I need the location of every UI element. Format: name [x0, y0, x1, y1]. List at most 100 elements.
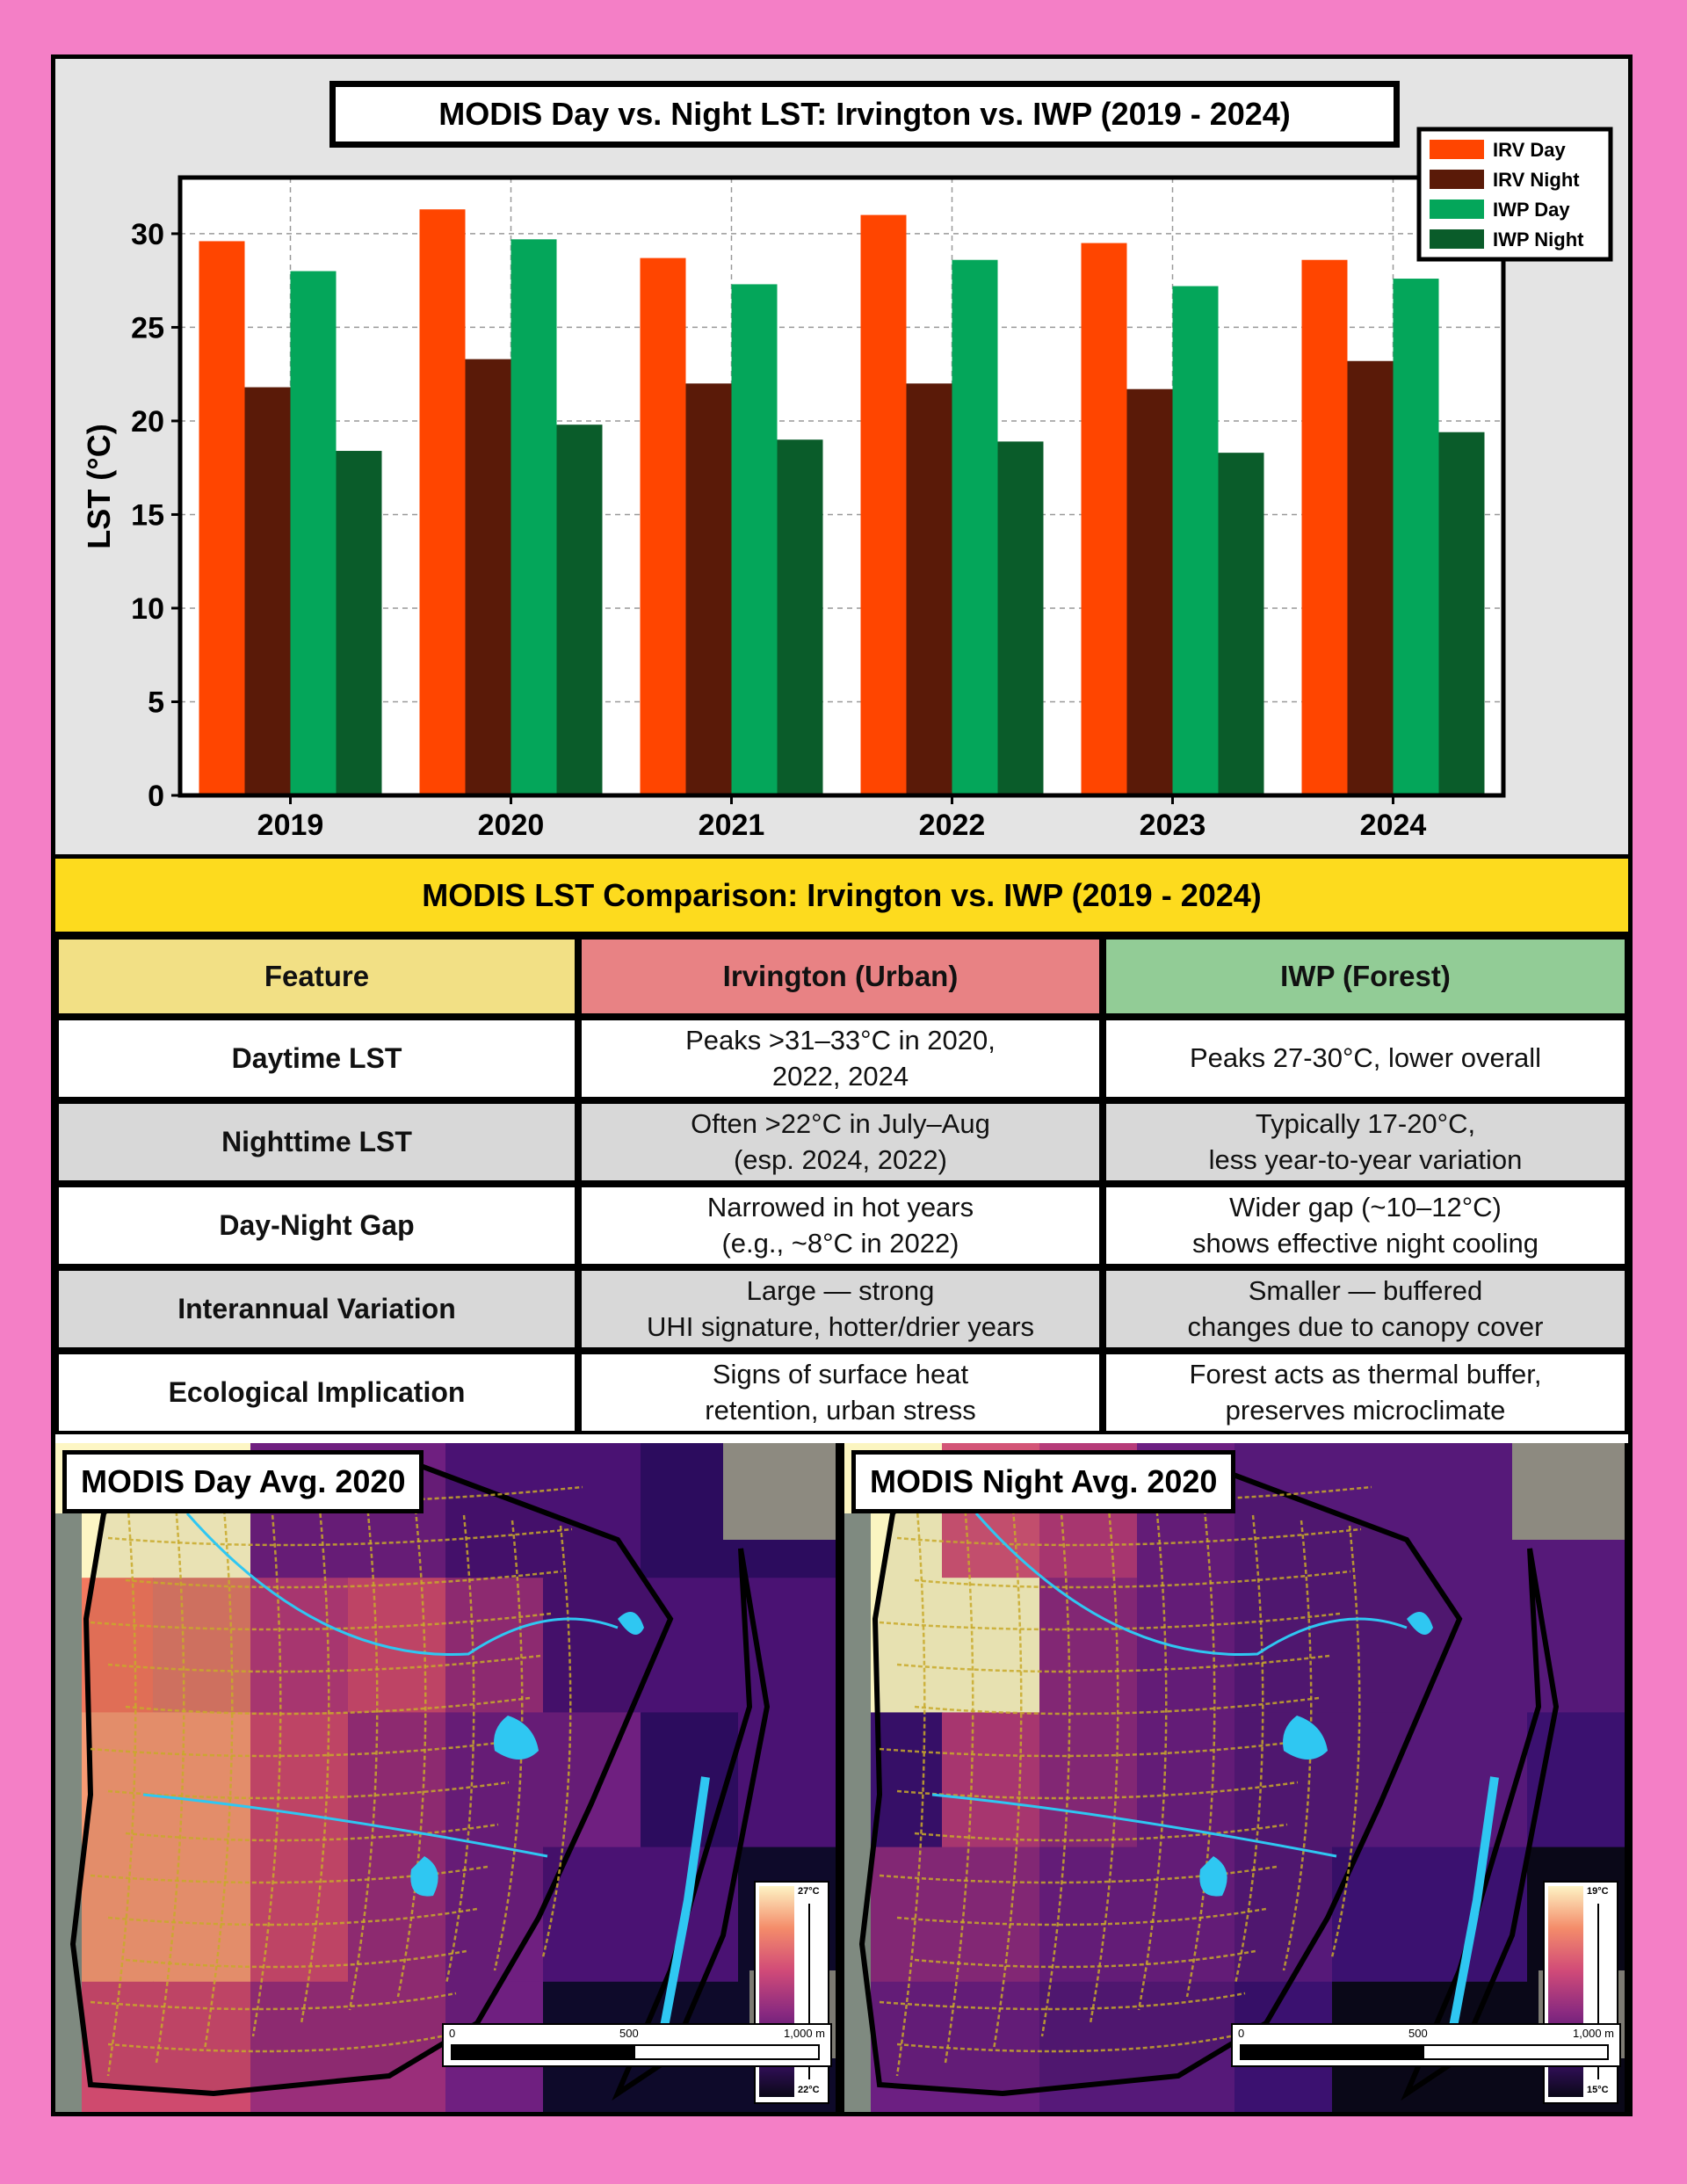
- road: [914, 1949, 1256, 1969]
- road: [107, 2034, 446, 2053]
- lst-pixel: [738, 1578, 836, 1714]
- lst-pixel: [250, 1847, 349, 1983]
- scale-bar-white: [634, 2044, 820, 2060]
- table-header: Irvington (Urban): [578, 936, 1103, 1017]
- road: [300, 1498, 330, 2024]
- plot-border: [177, 175, 1506, 798]
- lst-pixel: [1137, 1712, 1235, 1848]
- road: [107, 1781, 510, 1800]
- bar: [777, 439, 823, 795]
- forest-boundary: [612, 1548, 771, 2101]
- road: [896, 1781, 1299, 1800]
- road: [879, 1612, 1341, 1631]
- lst-pixel: [1039, 1847, 1138, 1983]
- bar: [336, 451, 382, 795]
- road: [493, 1520, 524, 1971]
- legend-label: IRV Day: [1493, 139, 1567, 161]
- night-map: MODIS Night Avg. 2020 19°C 15°C 0 500 1,000 …: [844, 1443, 1625, 2112]
- table-row-label: Ecological Implication: [55, 1351, 578, 1434]
- table-cell: Forest acts as thermal buffer, preserves…: [1103, 1351, 1628, 1434]
- legend-swatch: [1430, 140, 1484, 159]
- river: [657, 1776, 710, 2042]
- road: [1137, 1504, 1168, 2011]
- stream: [142, 1793, 548, 1858]
- lst-pixel: [1332, 1443, 1430, 1579]
- bar: [1081, 243, 1127, 795]
- maps-panel: MODIS Day Avg. 2020 27°C 22°C 0 500 1,000 m …: [55, 1443, 1628, 2112]
- road: [348, 1504, 379, 2011]
- road: [155, 1483, 185, 2064]
- table-cell: Narrowed in hot years (e.g., ~8°C in 202…: [578, 1184, 1103, 1267]
- road: [879, 1738, 1309, 1758]
- lst-pixel: [250, 1712, 349, 1848]
- bar: [510, 239, 557, 795]
- table-row-label: Day-Night Gap: [55, 1184, 578, 1267]
- colorbar-max-label: 27°C: [798, 1886, 820, 1897]
- bar: [465, 359, 511, 795]
- study-area-boundary: [69, 1457, 674, 2097]
- y-axis-label: LST (°C): [81, 424, 117, 548]
- lst-pixel: [543, 1712, 641, 1848]
- colorbar-arrow: [808, 1904, 810, 2079]
- y-tick-label: 15: [131, 498, 164, 532]
- table-cell: Signs of surface heat retention, urban s…: [578, 1351, 1103, 1434]
- scale-label-1000: 1,000 m: [1573, 2027, 1614, 2040]
- day-map-title: MODIS Day Avg. 2020: [62, 1450, 424, 1513]
- lst-pixel: [1234, 1847, 1333, 1983]
- table-cell: Peaks 27-30°C, lower overall: [1103, 1017, 1628, 1100]
- lst-pixel: [445, 1847, 544, 1983]
- road: [125, 1696, 531, 1716]
- road: [125, 1823, 499, 1842]
- table-cell: Peaks >31–33°C in 2020, 2022, 2024: [578, 1017, 1103, 1100]
- scale-label-500: 500: [1408, 2027, 1428, 2040]
- bar: [1218, 453, 1264, 795]
- pond: [1407, 1612, 1433, 1635]
- road: [896, 1654, 1330, 1673]
- chart-panel: 0 5 10 15 20 25 30 2019 2020 2021 2022 2023 2024 LST …: [55, 59, 1628, 859]
- road: [879, 1992, 1246, 2011]
- x-tick-label: 2020: [478, 809, 545, 842]
- y-tick-label: 30: [131, 218, 164, 251]
- bar: [556, 424, 603, 795]
- bar: [1347, 360, 1394, 795]
- road: [251, 1493, 282, 2037]
- road: [914, 1823, 1288, 1842]
- comparison-table: MODIS LST Comparison: Irvington vs. IWP …: [55, 859, 1628, 1443]
- x-tick-label: 2024: [1360, 809, 1427, 842]
- legend-swatch: [1430, 170, 1484, 189]
- lst-pixel: [250, 1578, 349, 1714]
- bar: [952, 259, 998, 795]
- pond: [410, 1856, 438, 1897]
- road: [895, 1477, 926, 2077]
- y-tick-label: 0: [148, 780, 164, 813]
- table-title: MODIS LST Comparison: Irvington vs. IWP …: [55, 859, 1628, 936]
- night-map-image: [844, 1443, 1625, 2112]
- bar: [731, 284, 778, 796]
- table-cell: Large — strong UHI signature, hotter/dri…: [578, 1267, 1103, 1351]
- colorbar-min-label: 22°C: [798, 2085, 820, 2095]
- legend-swatch: [1430, 200, 1484, 219]
- bar: [199, 241, 245, 795]
- lst-pixel: [942, 1847, 1040, 1983]
- bar: [640, 258, 686, 795]
- road: [541, 1525, 572, 1958]
- scale-bar-black: [1240, 2044, 1426, 2060]
- road: [992, 1488, 1023, 2050]
- lst-pixel: [445, 1578, 544, 1714]
- scale-label-500: 500: [619, 2027, 639, 2040]
- legend-label: IWP Night: [1493, 229, 1584, 250]
- table-cell: Typically 17-20°C, less year-to-year var…: [1103, 1100, 1628, 1184]
- table-row-label: Interannual Variation: [55, 1267, 578, 1351]
- scale-label-0: 0: [449, 2027, 456, 2040]
- table-row-label: Nighttime LST: [55, 1100, 578, 1184]
- lst-pixel: [1234, 1578, 1333, 1714]
- y-tick-label: 5: [148, 686, 164, 719]
- lst-pixel: [1430, 1712, 1528, 1848]
- colorbar-legend: 27°C 22°C: [754, 1881, 829, 2104]
- bar: [419, 209, 466, 795]
- bar: [906, 383, 952, 795]
- stream: [185, 1513, 619, 1657]
- lst-pixel: [942, 1712, 1040, 1848]
- road: [1089, 1498, 1119, 2024]
- scale-bar-black: [451, 2044, 637, 2060]
